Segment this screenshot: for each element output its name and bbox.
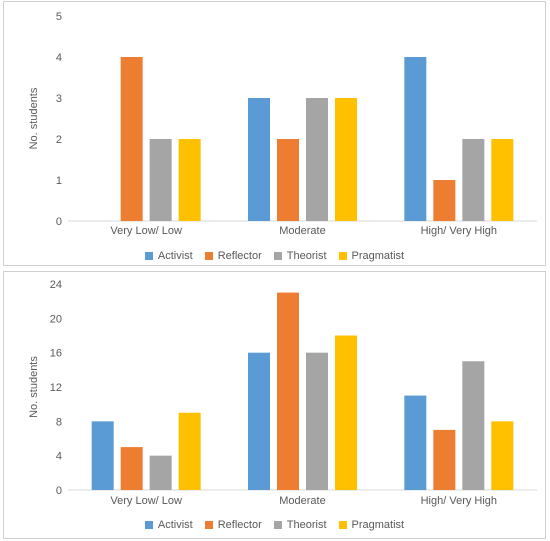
bar-reflector-2: [277, 292, 299, 490]
y-tick-label: 16: [50, 348, 62, 360]
bar-pragmatist-1: [178, 412, 201, 490]
bar-pragmatist-2: [335, 98, 357, 221]
legend-item-reflector: Reflector: [204, 519, 262, 531]
bar-pragmatist-3: [491, 421, 514, 490]
bar-reflector-2: [277, 139, 299, 221]
bar-reflector-3: [433, 180, 456, 221]
legend-swatch: [204, 252, 213, 260]
chart-svg-bottom: 0 4 8 12 16 20 24 Very Low/ Low Moderate High/ Ve…: [28, 279, 537, 507]
legend-swatch: [144, 252, 153, 260]
bar-pragmatist-3: [491, 139, 514, 221]
bar-pragmatist-2: [335, 335, 357, 490]
bar-theorist-1: [149, 455, 172, 490]
legend-swatch: [273, 521, 282, 529]
y-tick-label: 12: [50, 382, 62, 394]
bar-pragmatist-1: [178, 139, 201, 221]
bar-reflector-1: [120, 447, 143, 490]
legend-swatch: [204, 521, 213, 529]
y-tick-label: 0: [56, 216, 62, 228]
legend-label: Activist: [157, 519, 193, 531]
legend-item-theorist: Theorist: [273, 519, 327, 531]
y-tick-label: 1: [56, 175, 62, 187]
bar-activist-2: [248, 98, 270, 221]
bar-reflector-1: [120, 57, 143, 221]
y-tick-label: 8: [56, 416, 62, 428]
bar-activist-2: [248, 352, 270, 490]
legend-item-pragmatist: Pragmatist: [338, 250, 405, 262]
bar-theorist-2: [306, 98, 328, 221]
y-axis-label: No. students: [28, 356, 40, 418]
legend-label: Pragmatist: [351, 519, 405, 531]
legend-item-activist: Activist: [144, 250, 193, 262]
category-label: Moderate: [279, 495, 325, 507]
legend-swatch: [144, 521, 153, 529]
y-tick-label: 4: [56, 52, 62, 64]
bar-theorist-3: [462, 361, 485, 490]
bar-activist-3: [404, 57, 427, 221]
y-tick-label: 24: [50, 279, 62, 291]
legend-top: Activist Reflector Theorist Pragmatist: [4, 250, 545, 262]
category-label: Moderate: [279, 225, 325, 237]
chart-panel-top: 0 1 2 3 4 5 Very Low/ Low Moderate High/ Very Hi…: [3, 1, 546, 266]
legend-label: Activist: [157, 250, 193, 262]
y-tick-label: 3: [56, 93, 62, 105]
bar-theorist-1: [149, 139, 172, 221]
category-label: Very Low/ Low: [110, 495, 182, 507]
legend-item-activist: Activist: [144, 519, 193, 531]
legend-item-pragmatist: Pragmatist: [338, 519, 405, 531]
bar-reflector-3: [433, 429, 456, 490]
y-tick-label: 2: [56, 134, 62, 146]
bar-activist-3: [404, 395, 427, 490]
category-label: Very Low/ Low: [110, 225, 182, 237]
y-tick-label: 5: [56, 11, 62, 23]
y-tick-label: 20: [50, 313, 62, 325]
category-label: High/ Very High: [421, 225, 497, 237]
chart-panel-bottom: 0 4 8 12 16 20 24 Very Low/ Low Moderate High/ Ve…: [3, 271, 546, 539]
legend-label: Pragmatist: [351, 250, 405, 262]
chart-svg-top: 0 1 2 3 4 5 Very Low/ Low Moderate High/ Very Hi…: [28, 11, 537, 237]
legend-bottom: Activist Reflector Theorist Pragmatist: [4, 519, 545, 531]
legend-label: Reflector: [217, 250, 262, 262]
legend-item-reflector: Reflector: [204, 250, 262, 262]
y-tick-label: 4: [56, 451, 62, 463]
bar-theorist-2: [306, 352, 328, 490]
legend-swatch: [338, 521, 347, 529]
legend-swatch: [273, 252, 282, 260]
y-axis-label: No. students: [28, 87, 40, 149]
category-label: High/ Very High: [421, 495, 497, 507]
legend-label: Theorist: [286, 250, 327, 262]
bar-theorist-3: [462, 139, 485, 221]
legend-label: Reflector: [217, 519, 262, 531]
bar-activist-1: [91, 421, 114, 490]
legend-item-theorist: Theorist: [273, 250, 327, 262]
legend-label: Theorist: [286, 519, 327, 531]
y-tick-label: 0: [56, 485, 62, 497]
legend-swatch: [338, 252, 347, 260]
